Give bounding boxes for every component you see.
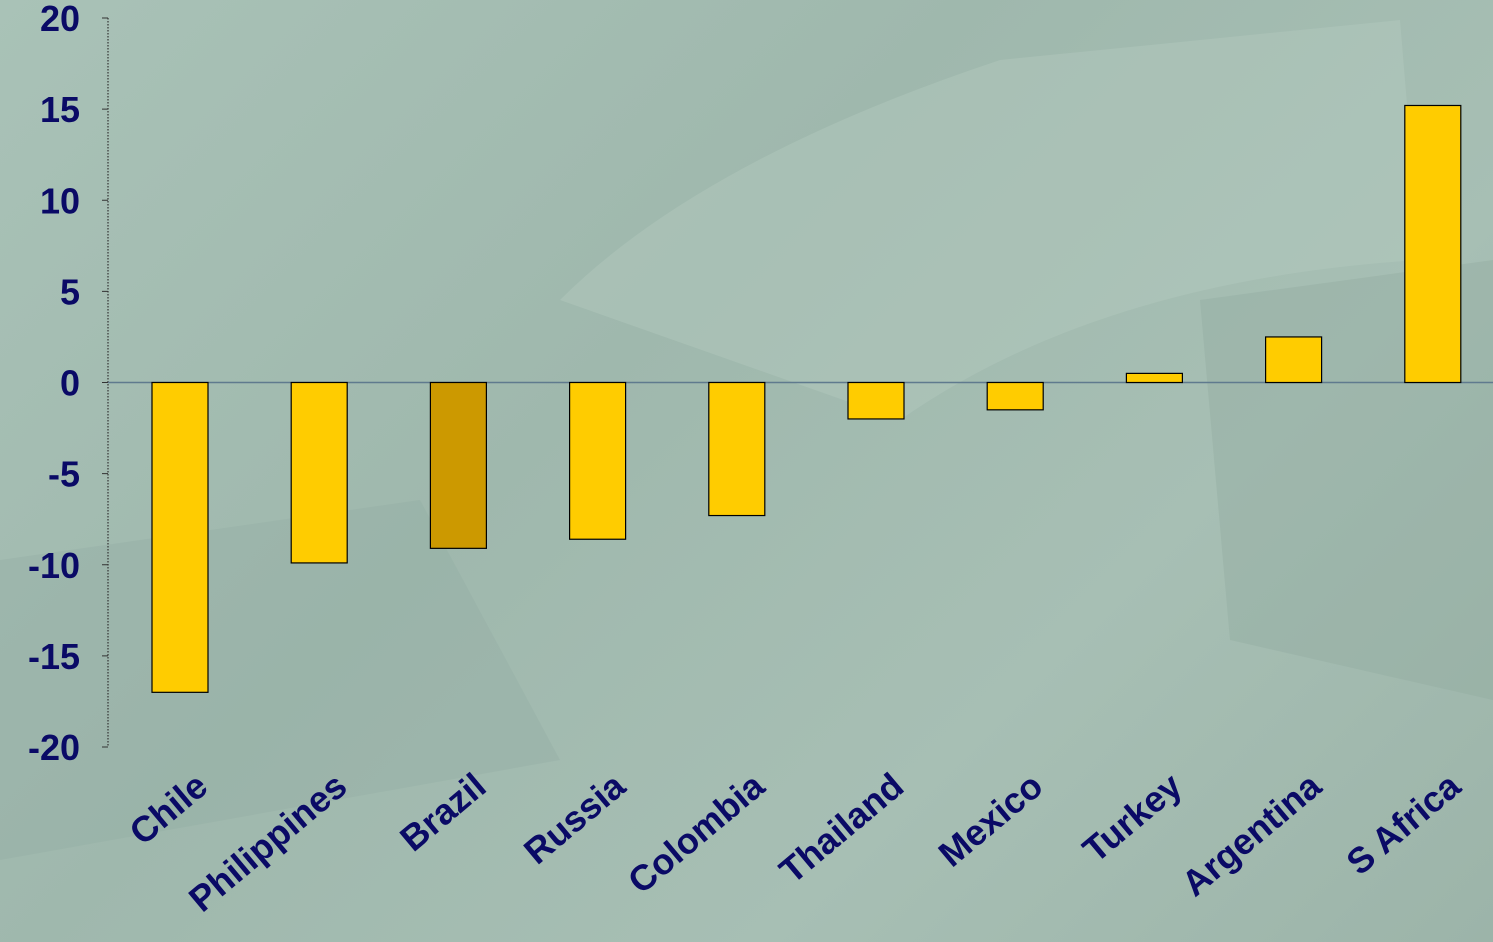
x-category-label: Russia (516, 764, 634, 872)
y-tick-label: -15 (28, 636, 80, 677)
x-category-label: S Africa (1338, 764, 1468, 883)
x-category-label: Turkey (1075, 765, 1190, 871)
bar-s-africa (1404, 104, 1462, 384)
bar-philippines (290, 381, 348, 564)
bar-mexico (986, 381, 1044, 411)
y-tick-label: -10 (28, 545, 80, 586)
bar-russia (568, 381, 627, 540)
bar-argentina (1264, 336, 1323, 384)
background-texture (0, 20, 1493, 860)
y-tick-label: 20 (40, 0, 80, 39)
x-category-label: Mexico (930, 765, 1050, 875)
bar-colombia (708, 381, 766, 517)
bar-turkey (1125, 372, 1184, 384)
y-tick-label: 10 (40, 180, 80, 221)
x-category-label: Colombia (620, 764, 773, 901)
x-category-label: Thailand (771, 765, 911, 892)
y-tick-label: -20 (28, 727, 80, 768)
y-tick-label: 0 (60, 363, 80, 404)
bar-thailand (847, 381, 905, 420)
x-category-label: Argentina (1174, 764, 1330, 904)
bar-brazil (429, 381, 487, 549)
y-tick-label: 5 (60, 271, 80, 312)
bar-chile (151, 381, 209, 693)
y-tick-label: -5 (48, 454, 80, 495)
y-tick-label: 15 (40, 89, 80, 130)
